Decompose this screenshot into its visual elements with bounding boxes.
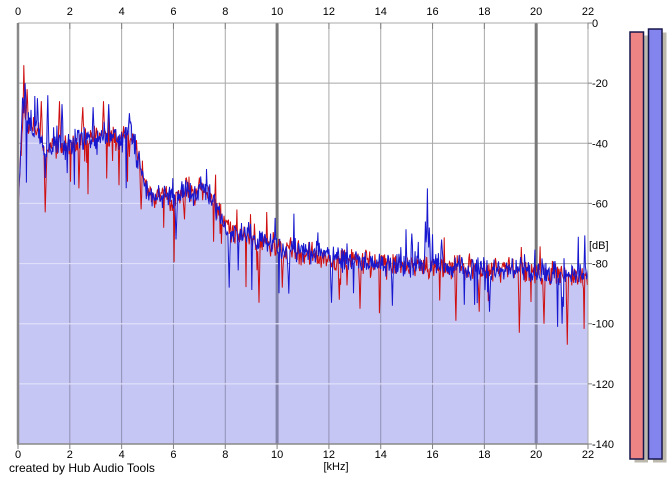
x-axis-top-tick-label: 14 <box>375 6 387 18</box>
y-axis-unit-label: [dB] <box>589 240 609 252</box>
x-axis-top-tick-label: 18 <box>478 6 490 18</box>
x-axis-bottom-tick-label: 12 <box>323 449 335 461</box>
y-axis-tick-label: -40 <box>592 138 608 150</box>
x-axis-bottom-tick-label: 2 <box>67 449 73 461</box>
x-axis-bottom-tick-label: 6 <box>170 449 176 461</box>
x-axis-top-tick-label: 6 <box>170 6 176 18</box>
y-axis-tick-label: -20 <box>592 78 608 90</box>
y-axis-tick-label: -140 <box>592 439 614 451</box>
x-axis-bottom-tick-label: 4 <box>119 449 125 461</box>
y-axis-tick-label: -100 <box>592 319 614 331</box>
x-axis-top-tick-label: 10 <box>271 6 283 18</box>
right-level-meter <box>647 28 663 460</box>
x-axis-top-tick-label: 16 <box>426 6 438 18</box>
y-axis-tick-label: -60 <box>592 198 608 210</box>
x-axis-top-tick-label: 2 <box>67 6 73 18</box>
x-axis-top-tick-label: 22 <box>582 6 594 18</box>
right-channel-trace <box>17 83 589 327</box>
left-level-meter <box>629 31 645 460</box>
x-axis-unit-label: [kHz] <box>323 461 349 473</box>
x-axis-bottom-tick-label: 16 <box>426 449 438 461</box>
x-axis-bottom-tick-label: 8 <box>222 449 228 461</box>
x-axis-top-tick-label: 4 <box>119 6 125 18</box>
x-axis-bottom-tick-label: 22 <box>582 449 594 461</box>
x-axis-bottom-tick-label: 10 <box>271 449 283 461</box>
x-axis-top-tick-label: 8 <box>222 6 228 18</box>
y-axis-tick-label: -120 <box>592 379 614 391</box>
x-axis-bottom-tick-label: 0 <box>15 449 21 461</box>
y-axis-tick-label: -80 <box>592 259 608 271</box>
x-axis-top-tick-label: 0 <box>15 6 21 18</box>
x-axis-bottom-tick-label: 14 <box>375 449 387 461</box>
x-axis-top-tick-label: 20 <box>530 6 542 18</box>
x-axis-bottom-tick-label: 20 <box>530 449 542 461</box>
x-axis-bottom-tick-label: 18 <box>478 449 490 461</box>
y-axis-tick-label: 0 <box>592 18 598 30</box>
credit-text: created by Hub Audio Tools <box>9 461 155 475</box>
x-axis-top-tick-label: 12 <box>323 6 335 18</box>
